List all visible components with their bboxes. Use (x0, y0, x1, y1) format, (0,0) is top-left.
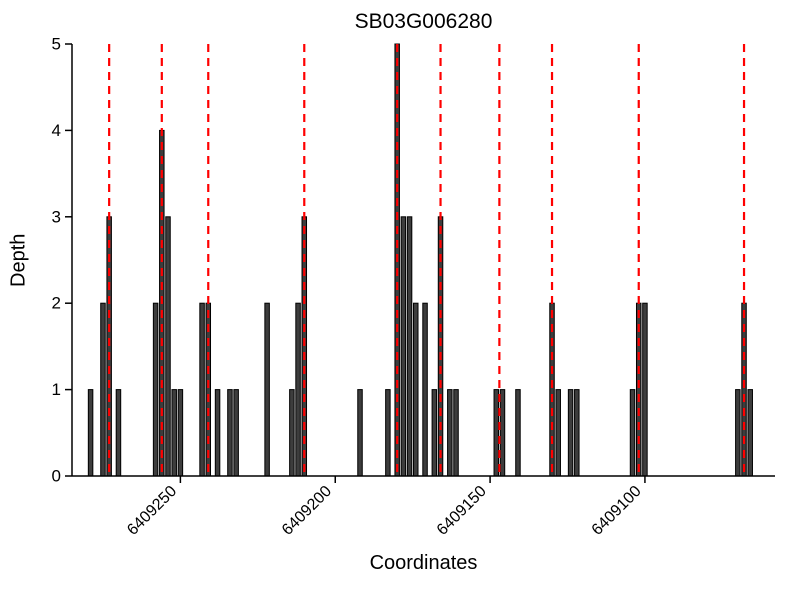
depth-bar (422, 302, 428, 477)
depth-bar (227, 389, 233, 477)
x-tick-label: 6409200 (279, 483, 335, 539)
depth-bar (357, 389, 363, 477)
y-tick-label: 4 (52, 121, 61, 140)
depth-bar (642, 302, 648, 477)
y-tick-label: 5 (52, 35, 61, 54)
y-tick-label: 1 (52, 380, 61, 399)
depth-bar (295, 302, 301, 477)
depth-bar (152, 302, 159, 477)
depth-bar (453, 389, 459, 477)
depth-bar (747, 389, 753, 477)
depth-bar (431, 389, 438, 477)
depth-bar (289, 389, 295, 477)
x-axis-label: Coordinates (369, 552, 478, 574)
depth-bar (233, 389, 239, 477)
depth-bar (515, 389, 521, 477)
depth-bar (115, 389, 122, 477)
depth-bar (413, 302, 419, 477)
depth-bar (264, 302, 270, 477)
depth-bar (87, 389, 94, 477)
x-tick-label: 6409250 (124, 483, 180, 539)
x-tick-label: 6409150 (434, 483, 490, 539)
depth-bar (165, 216, 171, 477)
depth-bar (493, 389, 500, 477)
y-tick-label: 0 (52, 467, 61, 486)
y-tick-label: 2 (52, 294, 61, 313)
depth-bar (447, 389, 453, 477)
depth-bar (567, 389, 574, 477)
depth-bar (214, 389, 221, 477)
depth-bar (406, 216, 413, 477)
depth-bar (400, 216, 407, 477)
depth-bar (100, 302, 106, 477)
depth-bar (177, 389, 184, 477)
x-tick-label: 6409100 (589, 483, 645, 539)
depth-bar (499, 389, 506, 477)
depth-bar (555, 389, 561, 477)
chart-title: SB03G006280 (354, 10, 493, 33)
depth-bar (385, 389, 391, 477)
depth-bar (735, 389, 741, 477)
depth-bar (574, 389, 580, 477)
depth-bar (171, 389, 177, 477)
y-tick-label: 3 (52, 207, 61, 226)
depth-bar (199, 302, 205, 477)
depth-bar (629, 389, 636, 477)
